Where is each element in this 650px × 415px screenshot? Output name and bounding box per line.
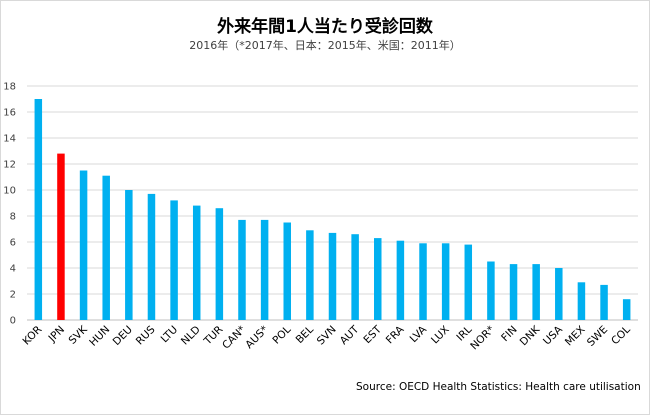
x-tick-label: FIN <box>499 324 520 345</box>
bar-usa <box>555 268 563 320</box>
bar-aut <box>351 234 359 320</box>
source-note: Source: OECD Health Statistics: Health c… <box>356 381 641 393</box>
bar-rus <box>147 193 156 320</box>
x-tick-label: SWE <box>585 324 610 349</box>
x-tick-label: AUS* <box>243 324 270 351</box>
chart-subtitle: 2016年（*2017年、日本：2015年、米国：2011年） <box>189 39 461 52</box>
x-tick-label: DEU <box>111 324 135 348</box>
x-tick-label: SVK <box>67 323 91 347</box>
x-tick-label: LVA <box>408 323 430 345</box>
x-tick-label: AUT <box>338 323 362 347</box>
bar-irl <box>464 244 473 320</box>
y-tick-label: 8 <box>10 212 16 223</box>
y-tick-label: 12 <box>3 160 16 171</box>
y-tick-label: 16 <box>3 108 16 119</box>
x-tick-label: RUS <box>134 323 158 347</box>
x-tick-label: CAN* <box>220 324 248 352</box>
x-tick-label: USA <box>541 323 565 347</box>
x-tick-label: NLD <box>179 324 203 348</box>
bar-can <box>238 219 246 320</box>
x-tick-label: LUX <box>429 324 452 347</box>
x-tick-label: NOR* <box>468 324 497 353</box>
bar-lva <box>419 243 427 320</box>
x-tick-label: EST <box>361 323 384 346</box>
x-tick-label: POL <box>270 324 293 347</box>
x-tick-label: COL <box>609 324 633 348</box>
bar-lux <box>441 243 450 320</box>
x-tick-label: DNK <box>518 323 543 348</box>
bar-dnk <box>532 264 540 320</box>
bars <box>34 99 631 320</box>
x-tick-label: SVN <box>315 324 339 348</box>
y-tick-label: 10 <box>3 186 16 197</box>
bar-kor <box>34 99 43 320</box>
bar-mex <box>577 282 586 320</box>
x-tick-label: KOR <box>20 324 44 348</box>
bar-nld <box>192 205 201 320</box>
x-tick-label: HUN <box>87 324 112 349</box>
bar-nor <box>487 261 495 320</box>
y-tick-label: 2 <box>10 290 16 301</box>
x-tick-label: MEX <box>563 324 588 349</box>
x-tick-label: LTU <box>159 324 181 346</box>
x-tick-label: FRA <box>384 323 407 346</box>
bar-est <box>374 238 382 320</box>
y-axis-ticks: 0 2 4 6 8 10 12 14 16 18 <box>3 82 16 327</box>
bar-tur <box>215 208 224 320</box>
bar-fin <box>509 264 518 320</box>
bar-swe <box>600 284 608 320</box>
y-tick-label: 4 <box>10 264 16 275</box>
y-tick-label: 0 <box>10 316 16 327</box>
bar-deu <box>125 190 133 320</box>
y-tick-label: 14 <box>3 134 16 145</box>
bar-fra <box>396 240 405 320</box>
bar-svk <box>79 170 88 320</box>
bar-svn <box>328 232 337 320</box>
bar-aus <box>260 219 269 320</box>
bar-jpn <box>57 153 65 320</box>
bar-bel <box>306 230 314 320</box>
bar-col <box>622 299 631 320</box>
bar-hun <box>102 175 110 320</box>
x-tick-label: JPN <box>46 324 67 345</box>
x-tick-label: BEL <box>294 324 317 347</box>
y-tick-label: 6 <box>10 238 16 249</box>
bar-pol <box>283 222 291 320</box>
y-tick-label: 18 <box>3 82 16 93</box>
bar-ltu <box>170 200 178 320</box>
chart-title: 外来年間1人当たり受診回数 <box>217 17 433 37</box>
